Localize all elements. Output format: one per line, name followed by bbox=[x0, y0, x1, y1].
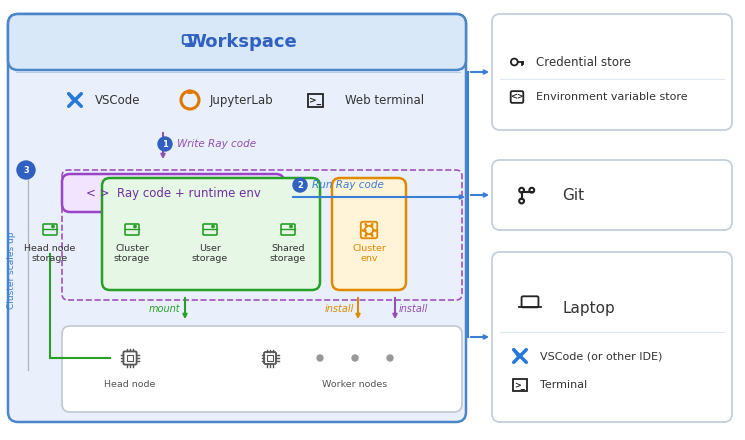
Text: < >  Ray code + runtime env: < > Ray code + runtime env bbox=[86, 187, 261, 199]
Text: VSCode (or other IDE): VSCode (or other IDE) bbox=[540, 351, 662, 361]
FancyBboxPatch shape bbox=[492, 14, 732, 130]
Text: >_: >_ bbox=[515, 381, 525, 389]
Text: env: env bbox=[361, 253, 378, 263]
Circle shape bbox=[387, 355, 393, 361]
Text: storage: storage bbox=[270, 253, 306, 263]
Text: Shared: Shared bbox=[271, 243, 305, 253]
FancyBboxPatch shape bbox=[8, 14, 466, 422]
Circle shape bbox=[134, 225, 136, 228]
Text: 2: 2 bbox=[297, 180, 303, 190]
FancyBboxPatch shape bbox=[332, 178, 406, 290]
Text: Head node: Head node bbox=[104, 379, 156, 389]
Text: storage: storage bbox=[114, 253, 150, 263]
FancyBboxPatch shape bbox=[8, 14, 466, 70]
Text: storage: storage bbox=[32, 253, 68, 263]
Text: storage: storage bbox=[192, 253, 228, 263]
Circle shape bbox=[212, 225, 215, 228]
Text: mount: mount bbox=[148, 304, 180, 314]
Text: Cluster: Cluster bbox=[115, 243, 149, 253]
Text: Terminal: Terminal bbox=[540, 380, 587, 390]
Circle shape bbox=[293, 178, 307, 192]
Circle shape bbox=[158, 137, 172, 151]
Text: Worker nodes: Worker nodes bbox=[323, 379, 387, 389]
Text: Credential store: Credential store bbox=[536, 55, 631, 69]
Text: <>: <> bbox=[510, 92, 524, 102]
Circle shape bbox=[17, 161, 35, 179]
Text: Cluster scales up: Cluster scales up bbox=[7, 231, 16, 309]
FancyBboxPatch shape bbox=[62, 174, 284, 212]
Text: Workspace: Workspace bbox=[187, 33, 297, 51]
Circle shape bbox=[352, 355, 358, 361]
Text: Web terminal: Web terminal bbox=[345, 94, 424, 106]
Text: Environment variable store: Environment variable store bbox=[536, 92, 688, 102]
Circle shape bbox=[52, 225, 54, 228]
Text: Git: Git bbox=[562, 187, 584, 202]
Text: User: User bbox=[199, 243, 221, 253]
FancyBboxPatch shape bbox=[102, 178, 320, 290]
FancyBboxPatch shape bbox=[62, 326, 462, 412]
Text: >_: >_ bbox=[309, 95, 321, 105]
Text: Laptop: Laptop bbox=[562, 301, 615, 315]
FancyBboxPatch shape bbox=[492, 252, 732, 422]
Text: Write Ray code: Write Ray code bbox=[177, 139, 256, 149]
Text: JupyterLab: JupyterLab bbox=[210, 94, 273, 106]
Circle shape bbox=[290, 225, 292, 228]
Text: install: install bbox=[399, 304, 428, 314]
Text: 3: 3 bbox=[23, 165, 29, 175]
Text: Run Ray code: Run Ray code bbox=[312, 180, 384, 190]
Text: VSCode: VSCode bbox=[95, 94, 141, 106]
FancyBboxPatch shape bbox=[492, 160, 732, 230]
Text: 1: 1 bbox=[162, 139, 168, 149]
Circle shape bbox=[317, 355, 323, 361]
Text: Cluster: Cluster bbox=[352, 243, 386, 253]
Text: Head node: Head node bbox=[25, 243, 76, 253]
Text: install: install bbox=[325, 304, 354, 314]
